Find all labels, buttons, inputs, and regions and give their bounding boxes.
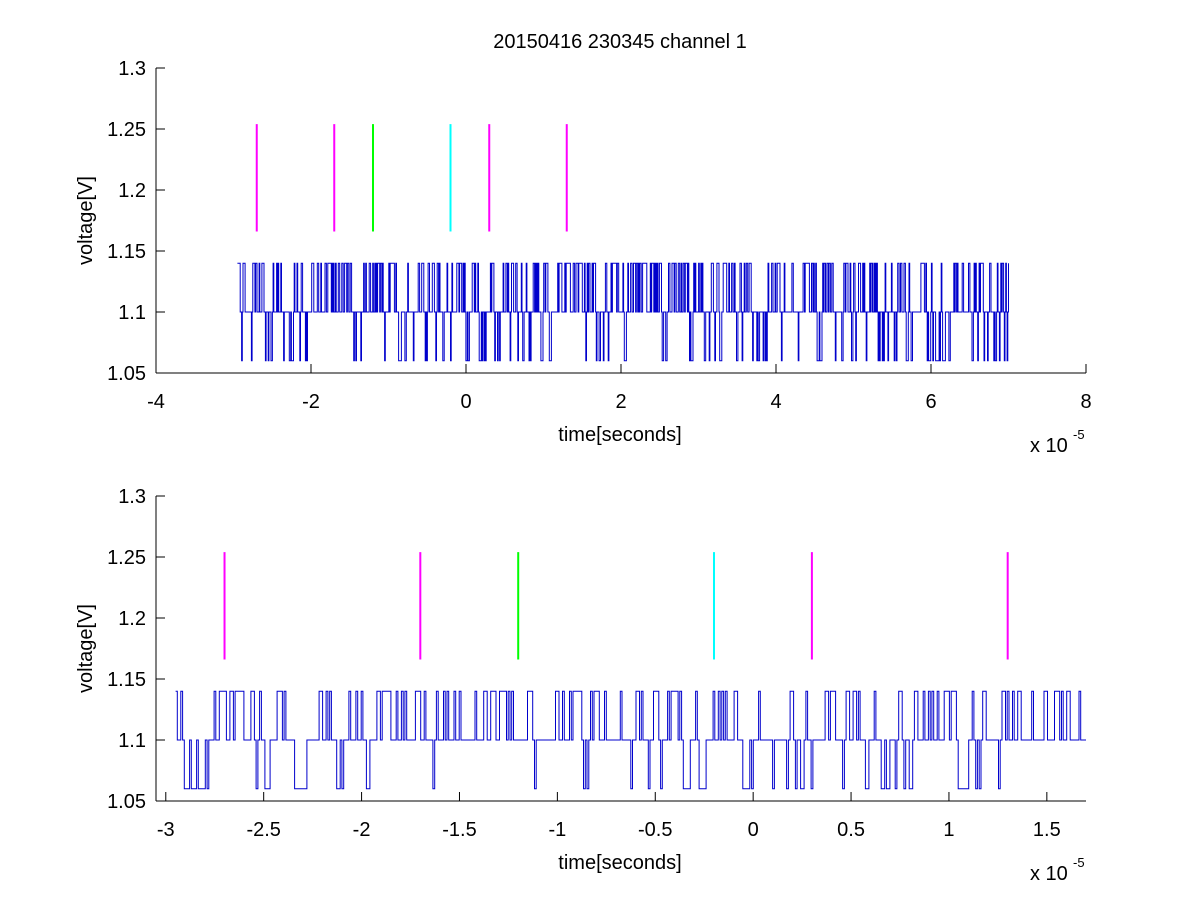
x-tick-label: -1 <box>548 819 566 841</box>
y-tick-label: 1.2 <box>118 180 146 202</box>
x-multiplier-label: x 10 <box>1030 863 1068 885</box>
x-tick-label: 8 <box>1080 391 1091 413</box>
x-tick-label: 4 <box>770 391 781 413</box>
x-axis-label: time[seconds] <box>558 852 681 874</box>
x-tick-label: 6 <box>925 391 936 413</box>
x-tick-label: -2 <box>302 391 320 413</box>
y-tick-label: 1.15 <box>107 241 146 263</box>
x-tick-label: -2.5 <box>246 819 280 841</box>
x-multiplier-exponent: -5 <box>1073 855 1085 870</box>
top-axes: -4 -2 0 2 4 6 8 1.05 1.1 1.15 1.2 1.25 1.3 time[secon… <box>75 58 1092 457</box>
y-axis-label: voltage[V] <box>75 604 97 693</box>
x-tick-label: -4 <box>147 391 165 413</box>
x-tick-label: -1.5 <box>442 819 476 841</box>
y-tick-label: 1.25 <box>107 119 146 141</box>
x-tick-label: 1.5 <box>1033 819 1061 841</box>
x-multiplier-exponent: -5 <box>1073 427 1085 442</box>
y-tick-label: 1.05 <box>107 791 146 813</box>
y-tick-label: 1.15 <box>107 669 146 691</box>
x-tick-label: 0 <box>748 819 759 841</box>
y-tick-label: 1.05 <box>107 363 146 385</box>
x-tick-label: -2 <box>353 819 371 841</box>
bottom-axes: -3 -2.5 -2 -1.5 -1 -0.5 0 0.5 1 1.5 1.05 1.1 1.15 1.2… <box>75 486 1086 885</box>
signal-trace <box>237 262 1009 362</box>
x-tick-label: -0.5 <box>638 819 672 841</box>
signal-trace <box>175 690 1086 790</box>
y-tick-label: 1.1 <box>118 302 146 324</box>
y-tick-label: 1.3 <box>118 486 146 508</box>
x-tick-label: 2 <box>615 391 626 413</box>
y-axis-label: voltage[V] <box>75 176 97 265</box>
y-tick-label: 1.1 <box>118 730 146 752</box>
y-tick-label: 1.2 <box>118 608 146 630</box>
x-tick-label: 1 <box>943 819 954 841</box>
y-tick-label: 1.25 <box>107 547 146 569</box>
y-tick-label: 1.3 <box>118 58 146 80</box>
x-axis-label: time[seconds] <box>558 424 681 446</box>
x-tick-label: -3 <box>157 819 175 841</box>
x-tick-label: 0 <box>460 391 471 413</box>
x-tick-label: 0.5 <box>837 819 865 841</box>
figure-title: 20150416 230345 channel 1 <box>493 31 747 53</box>
x-multiplier-label: x 10 <box>1030 435 1068 457</box>
